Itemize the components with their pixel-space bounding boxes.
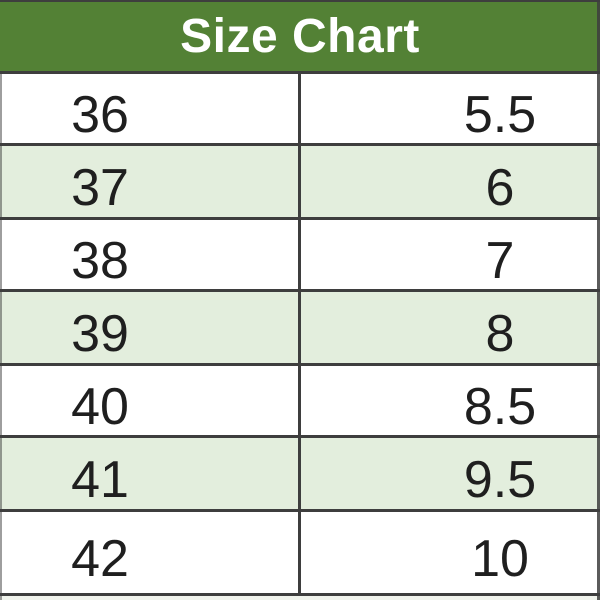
left-edge-line <box>0 74 2 600</box>
size-cell-left: 40 <box>71 377 129 436</box>
size-cell-right: 9.5 <box>463 450 537 509</box>
size-cell-right: 8.5 <box>463 377 537 436</box>
size-cell-right: 10 <box>471 529 529 588</box>
size-cell-right: 5.5 <box>463 85 537 144</box>
right-edge-line <box>597 0 600 600</box>
size-cell-right: 8 <box>485 304 515 363</box>
size-cell-left: 36 <box>71 85 129 144</box>
size-cell-left: 38 <box>71 231 129 290</box>
size-cell-left: 42 <box>71 529 129 588</box>
size-cell-left: 41 <box>71 450 129 509</box>
column-divider-line <box>298 74 301 596</box>
table-title: Size Chart <box>180 10 420 63</box>
size-cell-left: 37 <box>71 158 129 217</box>
table-title-bar: Size Chart <box>0 0 600 74</box>
size-cell-right: 7 <box>485 231 515 290</box>
size-cell-left: 39 <box>71 304 129 363</box>
size-cell-right: 6 <box>485 158 515 217</box>
